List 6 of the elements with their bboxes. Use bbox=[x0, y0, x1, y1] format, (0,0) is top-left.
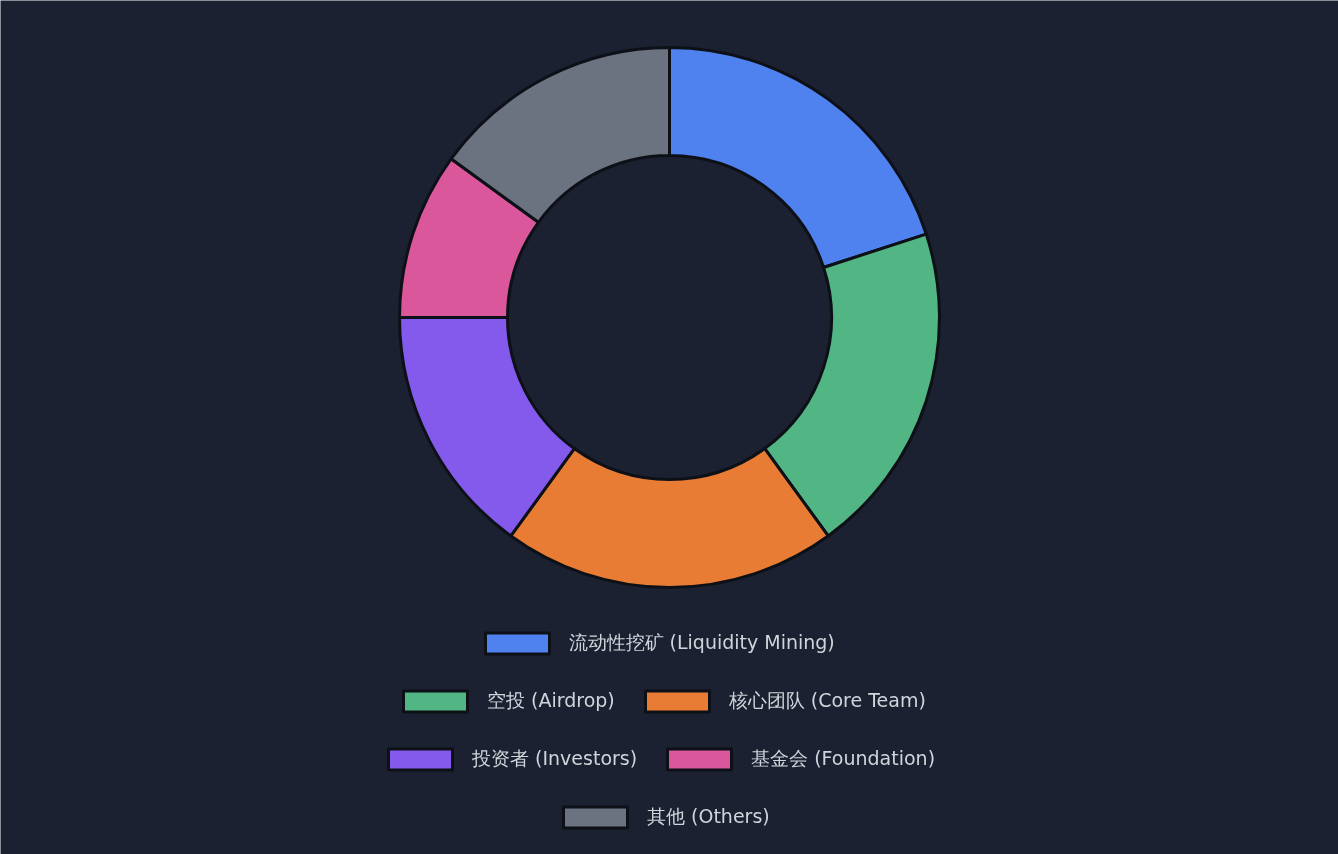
legend-label: 空投 (Airdrop) bbox=[487, 688, 615, 713]
legend-label: 其他 (Others) bbox=[647, 804, 770, 829]
legend-label: 核心团队 (Core Team) bbox=[728, 688, 926, 713]
legend-label: 流动性挖矿 (Liquidity Mining) bbox=[568, 630, 835, 655]
legend-label: 基金会 (Foundation) bbox=[751, 746, 936, 771]
legend-label: 投资者 (Investors) bbox=[472, 746, 638, 771]
